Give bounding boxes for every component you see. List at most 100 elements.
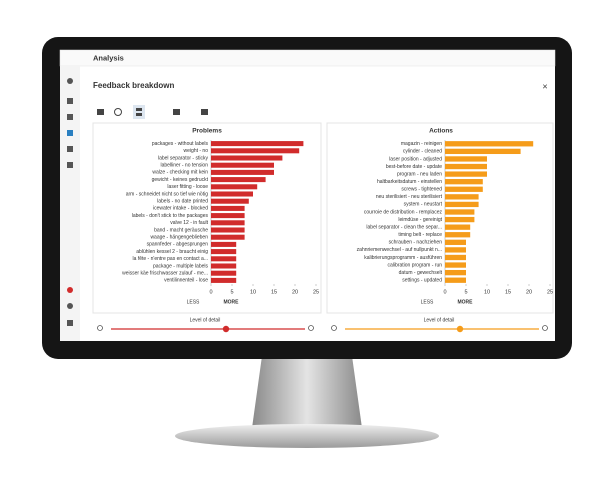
y-tick-label: walze - checking mit kein [152, 170, 208, 176]
tool-icon [136, 108, 142, 111]
bar [211, 270, 237, 276]
bar [445, 148, 521, 155]
nav-icon[interactable] [67, 303, 73, 309]
monitor-neck [252, 356, 362, 428]
tool-icon [136, 113, 142, 116]
app-title: Analysis [93, 53, 124, 62]
sidebar-icons [67, 78, 73, 326]
x-tick-label: 20 [292, 289, 298, 295]
tool-button[interactable] [97, 109, 104, 115]
nav-icon[interactable] [67, 114, 73, 120]
more-button[interactable]: MORE [458, 299, 474, 305]
y-tick-label: icewater intake - blocked [153, 206, 208, 212]
bar [211, 256, 237, 262]
bar [445, 254, 466, 261]
x-tick-label: 10 [250, 289, 256, 295]
monitor-base [175, 424, 439, 448]
tool-button[interactable] [114, 108, 122, 116]
zoom-out-icon[interactable] [331, 325, 337, 331]
y-tick-label: datum - gewechselt [399, 270, 443, 276]
y-tick-label: zahnriemenwechsel - auf nullpunkt n... [357, 247, 442, 253]
slider-handle[interactable] [456, 325, 464, 333]
y-tick-label: system - neustart [404, 202, 443, 208]
bar [211, 162, 274, 168]
x-tick-label: 5 [230, 289, 233, 295]
nav-icon[interactable] [67, 320, 73, 326]
header-bar [59, 49, 556, 67]
y-tick-label: program - neu laden [397, 171, 442, 177]
bar [211, 184, 258, 190]
nav-icon[interactable] [67, 146, 73, 152]
zoom-out-icon[interactable] [97, 325, 103, 331]
bar [211, 205, 245, 211]
y-tick-label: leimdüse - gereinigt [398, 217, 442, 223]
x-tick-label: 15 [505, 289, 511, 295]
bar [211, 220, 245, 226]
slider-handle[interactable] [222, 325, 230, 333]
less-button[interactable]: LESS [421, 299, 434, 305]
bar [445, 141, 534, 147]
zoom-in-icon[interactable] [542, 325, 548, 331]
tool-button[interactable] [173, 109, 180, 115]
y-tick-label: la fête - n'entre pas en contact a... [133, 256, 208, 262]
y-tick-label: neu sterilisiert - neu sterilisiert [376, 194, 443, 200]
bar [445, 156, 487, 162]
bar [445, 186, 483, 192]
less-button[interactable]: LESS [187, 299, 200, 305]
x-tick-label: 0 [443, 289, 446, 295]
x-tick-label: 25 [547, 289, 553, 295]
bar [211, 141, 304, 147]
x-tick-label: 15 [271, 289, 277, 295]
y-tick-label: weisser käe frischwasser zulauf - me... [122, 271, 208, 277]
bar [211, 177, 266, 183]
bar [211, 191, 253, 197]
y-tick-label: screws - tightened [401, 187, 442, 193]
bar [211, 227, 245, 233]
nav-icon[interactable] [67, 287, 73, 293]
y-tick-label: magazin - reinigen [401, 141, 442, 147]
y-tick-label: labels - don't stick to the packages [132, 213, 209, 219]
nav-icon[interactable] [67, 162, 73, 168]
tool-button-active[interactable] [133, 105, 145, 119]
nav-icon[interactable] [67, 98, 73, 104]
panel-title: Feedback breakdown [93, 81, 174, 90]
nav-icon[interactable] [67, 130, 73, 136]
x-tick-label: 20 [526, 289, 532, 295]
bar [445, 209, 475, 215]
bar [211, 234, 245, 240]
y-tick-label: best-before date - update [386, 164, 442, 170]
slider-label: Level of detail [424, 317, 455, 323]
y-tick-label: valve 12 - in fault [170, 220, 208, 226]
x-tick-label: 0 [209, 289, 212, 295]
bar [211, 169, 274, 175]
bar [445, 216, 475, 223]
bar [445, 239, 466, 245]
bar [445, 247, 466, 253]
close-button[interactable]: × [542, 81, 547, 91]
y-tick-label: settings - updated [402, 278, 442, 284]
y-tick-label: label separator - clean the separ... [366, 224, 442, 230]
bar [445, 179, 483, 185]
bar [445, 232, 471, 238]
more-button[interactable]: MORE [224, 299, 240, 305]
bar [445, 277, 466, 283]
x-tick-label: 5 [464, 289, 467, 295]
bar [445, 194, 479, 200]
x-tick-label: 10 [484, 289, 490, 295]
y-tick-label: arm - schneidet nicht so tief wie nötig [126, 191, 208, 197]
zoom-in-icon[interactable] [308, 325, 314, 331]
bar [211, 241, 237, 247]
bar [211, 198, 249, 204]
toolbar [97, 105, 208, 119]
chart-card [92, 122, 322, 314]
slider-label: Level of detail [190, 317, 221, 323]
bar [445, 163, 487, 170]
y-tick-label: label separator - sticky [158, 155, 209, 161]
y-tick-label: timing belt - replace [398, 232, 442, 238]
tool-button[interactable] [201, 109, 208, 115]
nav-icon[interactable] [67, 78, 73, 84]
bar [445, 224, 471, 230]
y-tick-label: packages - without labels [152, 141, 209, 147]
y-tick-label: gewicht - keines gedruckt [152, 177, 209, 183]
